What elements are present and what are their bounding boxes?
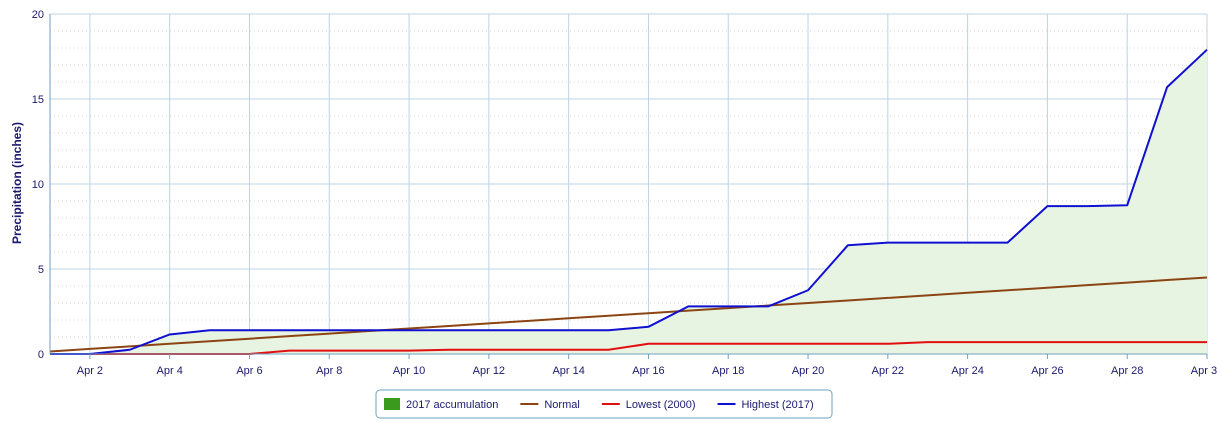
grid — [50, 13, 1208, 354]
y-axis-label: Precipitation (inches) — [10, 122, 24, 244]
legend-label[interactable]: Normal — [544, 399, 579, 411]
x-tick-label: Apr 10 — [393, 365, 425, 377]
x-tick-label: Apr 30 — [1191, 365, 1217, 377]
x-tick-label: Apr 4 — [157, 365, 183, 377]
x-tick-label: Apr 16 — [632, 365, 664, 377]
axes — [49, 14, 1208, 359]
tick-labels: 0 5 10 15 20 Apr 2 Apr 4 Apr 6 Apr 8 Apr 10 Apr 12… — [32, 9, 1217, 377]
x-tick-label: Apr 8 — [316, 365, 342, 377]
y-tick-label: 0 — [38, 349, 44, 361]
x-tick-label: Apr 18 — [712, 365, 744, 377]
x-tick-label: Apr 26 — [1031, 365, 1063, 377]
series-line — [50, 48, 1208, 355]
x-tick-label: Apr 22 — [872, 365, 904, 377]
series-line — [49, 276, 1208, 353]
x-tick-label: Apr 24 — [951, 365, 983, 377]
x-tick-label: Apr 14 — [552, 365, 584, 377]
legend-label[interactable]: Highest (2017) — [742, 399, 814, 411]
y-tick-label: 10 — [32, 179, 44, 191]
x-tick-label: Apr 12 — [473, 365, 505, 377]
y-tick-label: 20 — [32, 9, 44, 21]
legend-label[interactable]: Lowest (2000) — [626, 399, 696, 411]
legend: 2017 accumulation Normal Lowest (2000) High… — [375, 389, 833, 419]
area-layer — [50, 49, 1207, 354]
x-tick-label: Apr 6 — [236, 365, 262, 377]
legend-swatch — [384, 398, 400, 410]
x-tick-label: Apr 28 — [1111, 365, 1143, 377]
legend-label[interactable]: 2017 accumulation — [406, 399, 498, 411]
x-tick-label: Apr 20 — [792, 365, 824, 377]
area-fill — [50, 49, 1207, 354]
y-tick-label: 15 — [32, 94, 44, 106]
y-tick-label: 5 — [38, 264, 44, 276]
x-tick-label: Apr 2 — [77, 365, 103, 377]
